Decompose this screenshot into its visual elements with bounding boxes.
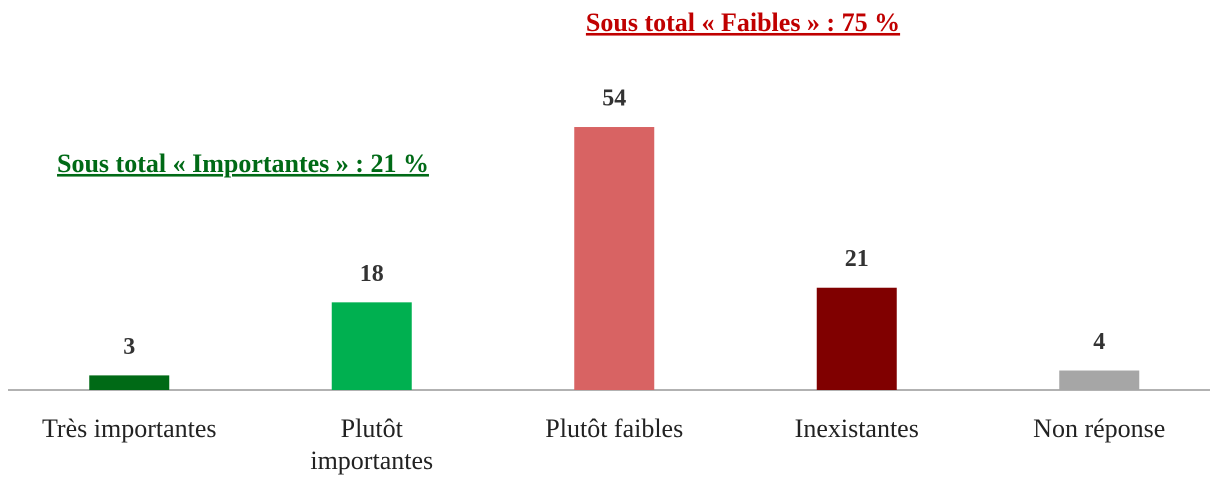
x-tick-label: Plutôt faibles — [545, 414, 684, 443]
bar — [89, 375, 170, 390]
bar — [1059, 370, 1140, 390]
bar — [574, 127, 655, 391]
x-tick-label: Non réponse — [1033, 414, 1166, 443]
x-tick-label: Très importantes — [41, 414, 217, 443]
value-label: 4 — [1093, 329, 1105, 355]
bar — [331, 302, 412, 390]
value-label: 21 — [845, 246, 869, 272]
value-label: 18 — [360, 261, 384, 287]
x-tick-label: Inexistantes — [794, 414, 919, 443]
value-label: 54 — [602, 86, 626, 112]
annotation: Sous total « Importantes » : 21 % — [57, 149, 429, 178]
annotation: Sous total « Faibles » : 75 % — [586, 8, 900, 37]
x-tick-label: Plutôt importantes — [310, 414, 434, 475]
value-label: 3 — [123, 334, 135, 360]
bar — [816, 287, 897, 390]
